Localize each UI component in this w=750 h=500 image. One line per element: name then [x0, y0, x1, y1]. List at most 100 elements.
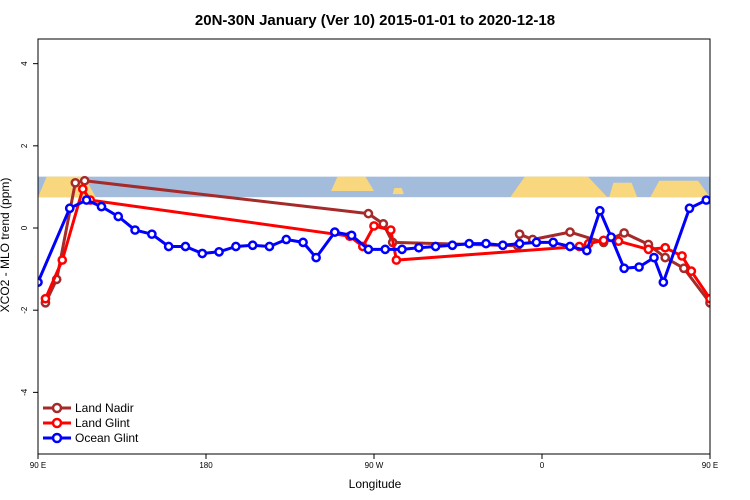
map-land: [392, 187, 404, 195]
data-point-ocean-glint: [447, 240, 458, 251]
data-point-ocean-glint: [634, 262, 644, 272]
map-land: [510, 176, 608, 198]
y-tick-label: -4: [20, 388, 29, 396]
data-point-land-glint: [391, 255, 402, 265]
data-point-land-nadir: [718, 276, 725, 283]
data-point-ocean-glint: [197, 248, 208, 259]
data-point-ocean-glint: [397, 244, 407, 255]
data-point-land-glint: [705, 293, 710, 304]
data-point-land-nadir: [363, 208, 374, 219]
legend-marker-ocean-glint: [51, 432, 63, 444]
y-axis: -4 -2 0 2 4: [20, 61, 38, 396]
data-point-ocean-glint: [64, 203, 75, 214]
data-point-ocean-glint: [736, 212, 743, 219]
map-land: [331, 176, 374, 192]
data-point-land-nadir: [660, 252, 671, 263]
data-point-ocean-glint: [430, 241, 441, 252]
data-point-ocean-glint: [180, 241, 191, 252]
data-point-ocean-glint: [531, 237, 542, 248]
y-axis-title: XCO2 - MLO trend (ppm): [0, 178, 12, 313]
data-point-land-glint: [686, 266, 697, 277]
data-point-land-nadir: [736, 179, 743, 186]
data-point-ocean-glint: [595, 205, 605, 216]
legend-label-land-nadir: Land Nadir: [75, 401, 134, 415]
data-point-ocean-glint: [281, 234, 292, 245]
y-tick-label: -2: [20, 306, 29, 314]
data-point-land-nadir: [70, 177, 81, 188]
legend-marker-land-nadir: [51, 402, 63, 414]
data-point-ocean-glint: [649, 252, 659, 263]
data-point-ocean-glint: [658, 277, 669, 288]
data-point-ocean-glint: [464, 238, 475, 249]
data-point-land-glint: [677, 251, 687, 261]
y-tick-label: 0: [20, 225, 29, 230]
y-tick-label: 2: [20, 143, 29, 148]
x-tick-label: 90 E: [702, 461, 718, 470]
data-point-land-nadir: [565, 227, 575, 237]
data-point-ocean-glint: [548, 237, 559, 248]
data-point-ocean-glint: [565, 241, 575, 252]
plot-frame: [37, 38, 711, 455]
x-tick-label: 90 E: [30, 461, 46, 470]
legend-marker-land-glint: [51, 417, 63, 429]
data-point-ocean-glint: [380, 244, 391, 255]
data-point-ocean-glint: [147, 229, 157, 240]
data-point-ocean-glint: [346, 230, 357, 241]
data-point-land-glint: [744, 185, 750, 192]
data-point-ocean-glint: [113, 211, 124, 222]
data-point-ocean-glint: [231, 241, 241, 252]
data-point-land-glint: [598, 235, 609, 246]
data-point-land-glint: [643, 244, 654, 255]
x-axis-title: Longitude: [349, 477, 402, 491]
x-tick-label: 0: [540, 461, 545, 470]
data-point-land-glint: [40, 293, 51, 304]
data-point-ocean-glint: [684, 203, 695, 214]
data-point-ocean-glint: [329, 227, 340, 237]
data-point-ocean-glint: [298, 237, 308, 248]
data-point-land-glint: [369, 221, 379, 231]
map-band: [38, 176, 750, 198]
data-point-land-glint: [77, 184, 88, 194]
data-point-ocean-glint: [481, 238, 491, 249]
legend-label-ocean-glint: Ocean Glint: [75, 431, 139, 445]
data-point-ocean-glint: [96, 201, 107, 212]
data-point-ocean-glint: [163, 241, 174, 252]
map-land: [609, 182, 638, 198]
data-point-ocean-glint: [81, 195, 92, 205]
data-point-land-glint: [613, 236, 624, 247]
data-point-land-glint: [57, 255, 68, 265]
y-tick-label: 4: [20, 61, 29, 66]
data-point-ocean-glint: [311, 252, 321, 263]
map-land: [650, 180, 710, 198]
series-layer: [38, 175, 750, 308]
data-point-land-glint: [725, 256, 732, 263]
data-point-ocean-glint: [413, 242, 424, 253]
data-point-ocean-glint: [214, 246, 224, 257]
data-point-ocean-glint: [264, 241, 275, 252]
data-point-ocean-glint: [130, 225, 140, 235]
data-point-land-nadir: [619, 228, 629, 238]
data-point-land-nadir: [744, 177, 750, 184]
data-point-ocean-glint: [247, 240, 258, 251]
data-point-ocean-glint: [701, 195, 710, 205]
data-point-ocean-glint: [497, 240, 508, 251]
x-tick-label: 180: [199, 461, 213, 470]
data-point-land-nadir: [79, 175, 90, 186]
data-point-ocean-glint: [514, 238, 525, 249]
x-tick-label: 90 W: [365, 461, 384, 470]
series-ocean-glint: [38, 195, 743, 288]
legend-label-land-glint: Land Glint: [75, 416, 130, 430]
chart-title: 20N-30N January (Ver 10) 2015-01-01 to 2…: [195, 12, 555, 29]
data-point-land-nadir: [514, 229, 525, 240]
data-point-ocean-glint: [619, 263, 629, 274]
x-axis: 90 E 180 90 W 0 90 E: [30, 454, 718, 470]
data-point-land-glint: [660, 242, 671, 253]
data-point-ocean-glint: [606, 232, 616, 242]
data-point-ocean-glint: [581, 245, 592, 256]
data-point-land-glint: [385, 225, 396, 235]
data-point-ocean-glint: [719, 203, 726, 210]
map-land: [710, 177, 750, 198]
